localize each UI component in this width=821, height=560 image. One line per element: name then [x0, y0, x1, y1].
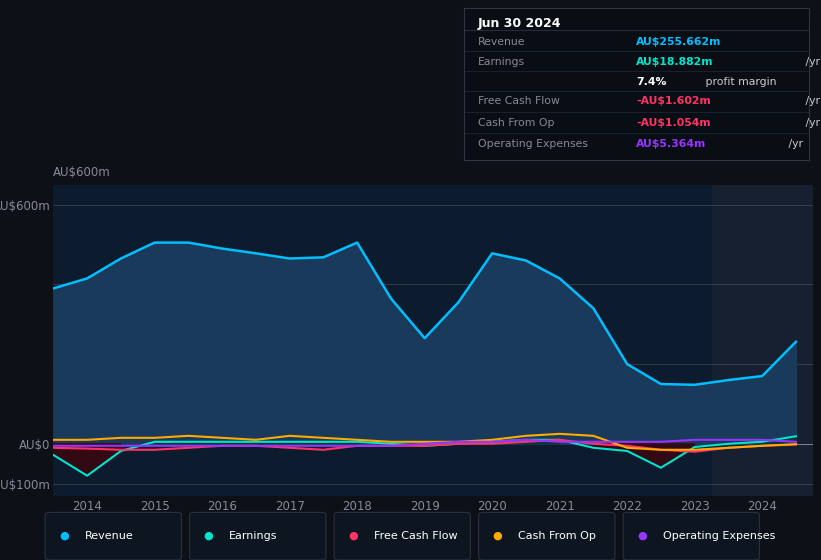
Text: Free Cash Flow: Free Cash Flow	[478, 96, 560, 106]
Text: Earnings: Earnings	[478, 57, 525, 67]
Text: Cash From Op: Cash From Op	[518, 531, 596, 541]
Text: Operating Expenses: Operating Expenses	[663, 531, 775, 541]
Text: AU$600m: AU$600m	[53, 166, 111, 179]
Text: Earnings: Earnings	[229, 531, 277, 541]
Text: /yr: /yr	[819, 38, 821, 48]
Bar	[712, 185, 813, 496]
Text: /yr: /yr	[785, 139, 803, 149]
Text: /yr: /yr	[802, 57, 820, 67]
Text: ●: ●	[59, 531, 69, 541]
Text: /yr: /yr	[802, 96, 820, 106]
Text: Jun 30 2024: Jun 30 2024	[478, 17, 562, 30]
Text: Cash From Op: Cash From Op	[478, 118, 554, 128]
Text: AU$255.662m: AU$255.662m	[636, 38, 722, 48]
Text: ●: ●	[637, 531, 647, 541]
Text: AU$5.364m: AU$5.364m	[636, 139, 707, 149]
Text: Revenue: Revenue	[85, 531, 133, 541]
Text: /yr: /yr	[802, 118, 820, 128]
Text: -AU$1.602m: -AU$1.602m	[636, 96, 711, 106]
Text: Revenue: Revenue	[478, 38, 525, 48]
Text: -AU$1.054m: -AU$1.054m	[636, 118, 711, 128]
Text: Free Cash Flow: Free Cash Flow	[374, 531, 457, 541]
Text: ●: ●	[493, 531, 502, 541]
Text: ●: ●	[204, 531, 213, 541]
Text: profit margin: profit margin	[703, 77, 777, 87]
Text: Operating Expenses: Operating Expenses	[478, 139, 588, 149]
Text: ●: ●	[348, 531, 358, 541]
Text: AU$18.882m: AU$18.882m	[636, 57, 713, 67]
Text: 7.4%: 7.4%	[636, 77, 667, 87]
